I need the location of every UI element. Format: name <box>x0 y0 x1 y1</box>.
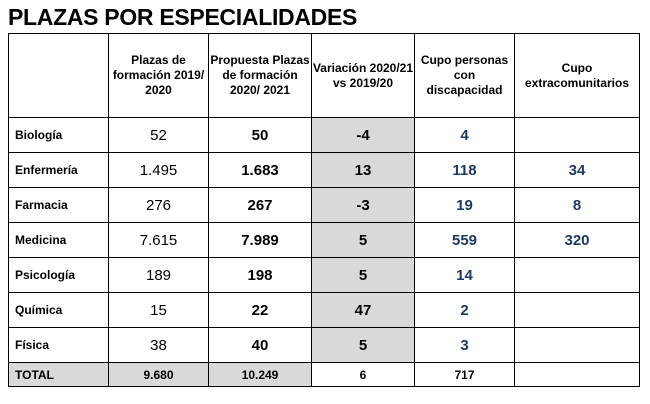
cell-plazas-2019-2020: 189 <box>108 257 209 293</box>
cell-cupo-extracomunitarios: 34 <box>514 152 640 188</box>
cell-cupo-extracomunitarios: 320 <box>514 222 640 258</box>
page-title: PLAZAS POR ESPECIALIDADES <box>8 4 358 30</box>
cell-cupo-discapacidad: 2 <box>414 292 515 328</box>
row-label: Química <box>8 292 109 328</box>
header-cell-plazas-2019-2020: Plazas de formación 2019/ 2020 <box>108 33 209 118</box>
header-cell-cupo-extracomunitarios: Cupo extracomunitarios <box>514 33 640 118</box>
cell-plazas-2019-2020: 276 <box>108 187 209 223</box>
cell-variacion: 5 <box>311 327 415 363</box>
table-row: Medicina 7.615 7.989 5 559 320 <box>8 222 640 258</box>
total-label: TOTAL <box>8 362 109 387</box>
cell-cupo-discapacidad: 19 <box>414 187 515 223</box>
table-row: Biología 52 50 -4 4 <box>8 117 640 153</box>
cell-plazas-2019-2020: 52 <box>108 117 209 153</box>
cell-cupo-discapacidad: 118 <box>414 152 515 188</box>
cell-variacion: -3 <box>311 187 415 223</box>
cell-plazas-2019-2020: 1.495 <box>108 152 209 188</box>
cell-cupo-extracomunitarios: 8 <box>514 187 640 223</box>
header-cell-propuesta-2020-2021: Propuesta Plazas de formación 2020/ 2021 <box>208 33 312 118</box>
header-row: Plazas de formación 2019/ 2020 Propuesta… <box>8 33 640 118</box>
cell-cupo-extracomunitarios <box>514 117 640 153</box>
cell-propuesta-2020-2021: 40 <box>208 327 312 363</box>
cell-propuesta-2020-2021: 267 <box>208 187 312 223</box>
row-label: Enfermería <box>8 152 109 188</box>
cell-propuesta-2020-2021: 22 <box>208 292 312 328</box>
cell-variacion: 47 <box>311 292 415 328</box>
table-row: Enfermería 1.495 1.683 13 118 34 <box>8 152 640 188</box>
table-row: Psicología 189 198 5 14 <box>8 257 640 293</box>
cell-variacion: 13 <box>311 152 415 188</box>
header-cell-variacion: Variación 2020/21 vs 2019/20 <box>311 33 415 118</box>
cell-cupo-extracomunitarios <box>514 257 640 293</box>
specialties-table: Plazas de formación 2019/ 2020 Propuesta… <box>8 33 640 387</box>
cell-variacion: 5 <box>311 257 415 293</box>
table-row: Física 38 40 5 3 <box>8 327 640 363</box>
cell-propuesta-2020-2021: 50 <box>208 117 312 153</box>
cell-propuesta-2020-2021: 7.989 <box>208 222 312 258</box>
header-cell-empty <box>8 33 109 118</box>
cell-variacion: 5 <box>311 222 415 258</box>
total-cupo-extracomunitarios <box>514 362 640 387</box>
total-propuesta-2020-2021: 10.249 <box>208 362 312 387</box>
total-variacion: 6 <box>311 362 415 387</box>
cell-cupo-discapacidad: 3 <box>414 327 515 363</box>
cell-cupo-discapacidad: 559 <box>414 222 515 258</box>
row-label: Biología <box>8 117 109 153</box>
total-row: TOTAL 9.680 10.249 6 717 <box>8 362 640 387</box>
row-label: Farmacia <box>8 187 109 223</box>
row-label: Psicología <box>8 257 109 293</box>
cell-cupo-extracomunitarios <box>514 327 640 363</box>
cell-plazas-2019-2020: 38 <box>108 327 209 363</box>
cell-cupo-discapacidad: 4 <box>414 117 515 153</box>
total-cupo-discapacidad: 717 <box>414 362 515 387</box>
table-row: Farmacia 276 267 -3 19 8 <box>8 187 640 223</box>
cell-plazas-2019-2020: 7.615 <box>108 222 209 258</box>
header-cell-cupo-discapacidad: Cupo personas con discapacidad <box>414 33 515 118</box>
row-label: Física <box>8 327 109 363</box>
table-row: Química 15 22 47 2 <box>8 292 640 328</box>
cell-plazas-2019-2020: 15 <box>108 292 209 328</box>
cell-variacion: -4 <box>311 117 415 153</box>
cell-propuesta-2020-2021: 1.683 <box>208 152 312 188</box>
cell-propuesta-2020-2021: 198 <box>208 257 312 293</box>
cell-cupo-extracomunitarios <box>514 292 640 328</box>
cell-cupo-discapacidad: 14 <box>414 257 515 293</box>
total-plazas-2019-2020: 9.680 <box>108 362 209 387</box>
row-label: Medicina <box>8 222 109 258</box>
